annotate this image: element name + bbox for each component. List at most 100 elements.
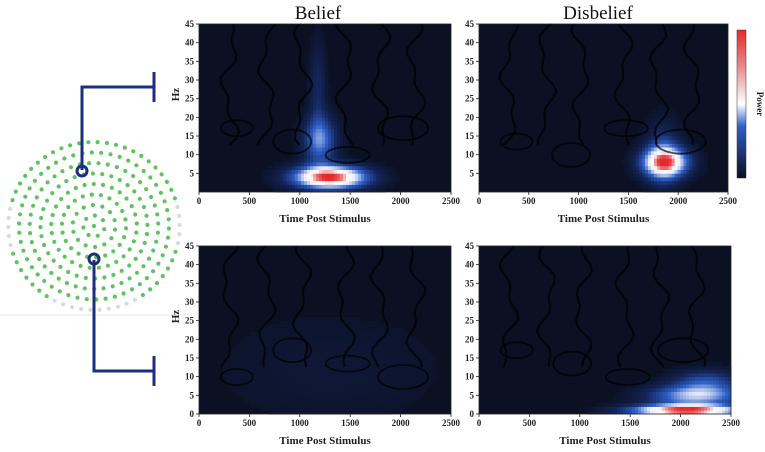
heatmap-cell [289, 369, 293, 374]
heatmap-cell [674, 169, 678, 174]
heatmap-cell [325, 331, 329, 336]
heatmap-cell [292, 139, 296, 144]
heatmap-cell [620, 406, 624, 411]
heatmap-cell [385, 406, 389, 411]
heatmap-cell [241, 346, 245, 351]
electrode [64, 179, 69, 184]
heatmap-cell [349, 384, 353, 389]
heatmap-cell [379, 376, 383, 381]
electrode [29, 240, 34, 245]
heatmap-cell [292, 376, 296, 381]
heatmap-cell [388, 391, 392, 396]
electrode [113, 142, 119, 147]
heatmap-cell [328, 136, 332, 141]
heatmap-cell [674, 173, 678, 178]
electrode [155, 230, 160, 235]
heatmap-cell [328, 143, 332, 148]
heatmap-cell [322, 406, 326, 411]
heatmap-cell [698, 165, 702, 170]
heatmap-cell [265, 395, 269, 400]
heatmap-cell [689, 391, 693, 396]
heatmap-cell [596, 410, 600, 415]
heatmap-cell [358, 384, 362, 389]
heatmap-cell [352, 410, 356, 415]
heatmap-cell [319, 158, 323, 163]
heatmap-cell [415, 387, 419, 392]
contour-line [220, 245, 240, 368]
heatmap-cell [340, 402, 344, 407]
heatmap-cell [686, 372, 690, 378]
heatmap-cell [322, 391, 326, 396]
heatmap-cell [671, 113, 676, 118]
heatmap-cell [639, 169, 643, 174]
heatmap-cell [409, 395, 413, 400]
heatmap-cell [298, 346, 302, 351]
heatmap-cell [265, 365, 269, 370]
heatmap-cell [349, 387, 353, 392]
heatmap-cell [343, 169, 347, 174]
heatmap-cell [331, 154, 335, 159]
heatmap-cell [310, 169, 314, 174]
heatmap-cell [274, 331, 278, 336]
heatmap-cell [674, 143, 678, 148]
heatmap-cell [307, 402, 311, 407]
heatmap-cell [629, 387, 633, 392]
heatmap-cell [334, 177, 338, 182]
heatmap-cell [665, 376, 669, 381]
heatmap-cell [340, 162, 344, 167]
heatmap-cell [325, 83, 329, 88]
heatmap-cell [358, 158, 362, 163]
heatmap-cell [316, 150, 320, 156]
heatmap-cell [259, 365, 263, 370]
x-tick-label: 1500 [621, 418, 640, 428]
heatmap-cell [325, 184, 329, 189]
heatmap-cell [334, 173, 338, 178]
heatmap-cell [725, 384, 729, 389]
heatmap-cell [710, 372, 714, 378]
heatmap-cell [424, 387, 428, 392]
heatmap-cell [358, 188, 362, 193]
electrode [24, 275, 29, 280]
heatmap-cell [313, 117, 317, 122]
electrode [100, 182, 106, 187]
heatmap-cell [701, 154, 705, 159]
heatmap-cell [301, 188, 305, 193]
heatmap-cell [677, 372, 681, 378]
heatmap-cell [289, 158, 293, 163]
heatmap-cell [364, 339, 368, 344]
heatmap-cell [665, 402, 669, 407]
heatmap-cell [355, 376, 359, 381]
electrode [133, 256, 138, 261]
heatmap-cell [364, 165, 368, 170]
heatmap-cell [346, 173, 350, 178]
heatmap-cell [683, 147, 687, 152]
heatmap-cell [713, 406, 717, 411]
heatmap-cell [370, 331, 374, 336]
heatmap-cell [367, 169, 371, 174]
heatmap-cell [310, 91, 314, 96]
heatmap-cell [328, 316, 332, 322]
heatmap-cell [671, 143, 676, 148]
heatmap-cell [665, 147, 670, 152]
heatmap-cell [346, 365, 350, 370]
heatmap-cell [226, 376, 230, 381]
electrode [144, 231, 149, 237]
heatmap-cell [668, 369, 672, 374]
heatmap-cell [668, 376, 672, 381]
heatmap-cell [653, 143, 658, 148]
heatmap-cell [650, 150, 655, 156]
heatmap-cell [304, 98, 308, 103]
electrode [8, 242, 13, 248]
heatmap-cell [307, 372, 311, 378]
heatmap-cell [358, 184, 362, 189]
heatmap-cell [394, 354, 398, 359]
heatmap-cell [638, 410, 642, 415]
heatmap-cell [298, 154, 302, 159]
heatmap-cell [704, 387, 708, 392]
heatmap-cell [319, 154, 323, 159]
heatmap-cell [316, 162, 320, 167]
heatmap-cell [370, 380, 374, 385]
heatmap-cell [433, 376, 437, 381]
heatmap-cell [337, 399, 341, 404]
heatmap-cell [283, 391, 287, 396]
